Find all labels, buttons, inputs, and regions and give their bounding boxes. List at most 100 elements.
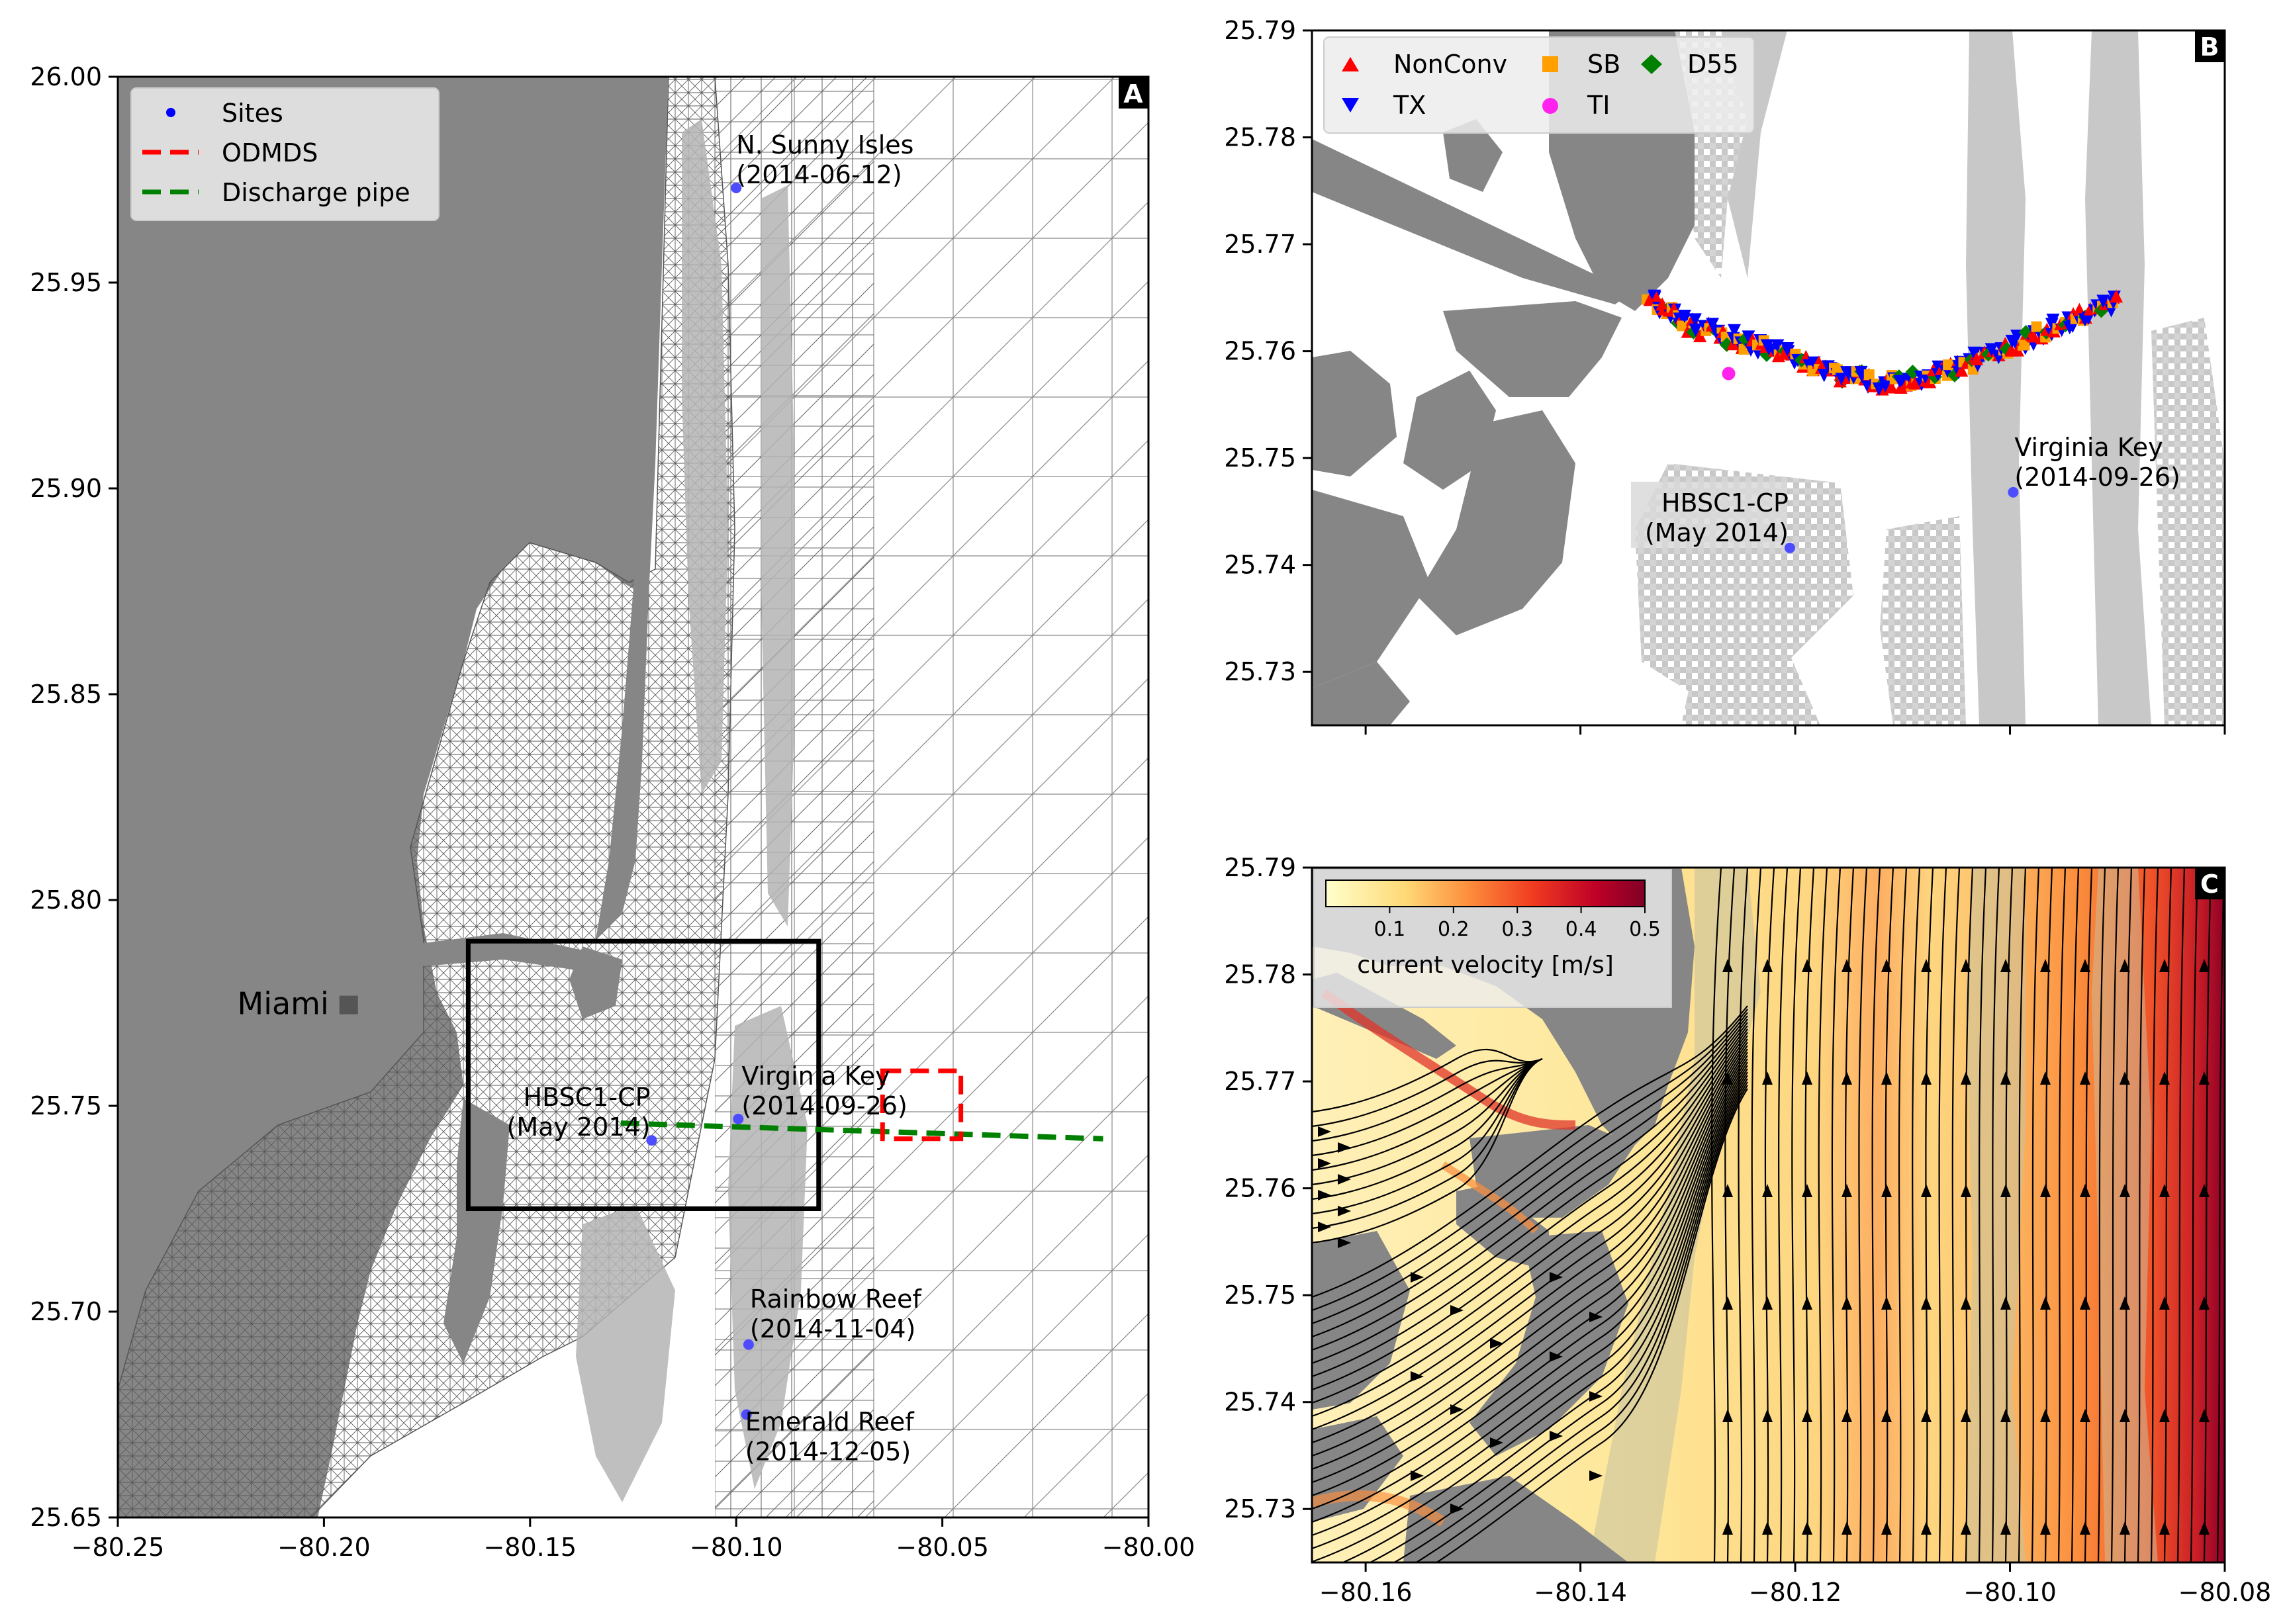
channel-jet-1 [1321,989,1576,1130]
tx-marker [1771,339,1785,353]
streamline-arrow [1411,1272,1424,1283]
streamline-arrow [1802,1184,1812,1197]
site-date-label: (2014-12-05) [745,1437,911,1466]
panel-a-legend: Sites ODMDS Discharge pipe [130,87,440,221]
streamline-arrow [1921,1296,1932,1310]
x-tick-label: −80.05 [896,1533,989,1562]
streamline [2216,868,2225,1562]
streamline-arrow [2080,1521,2090,1535]
streamline-arrow [1961,1409,1971,1422]
tx-marker [1967,346,1981,360]
site-marker [1784,542,1795,553]
site-marker [743,1339,754,1350]
land-b2 [1312,139,1628,304]
streamline [1312,1071,1748,1562]
colorbar-tick-label: 0.5 [1629,918,1661,941]
streamline [1312,1015,1748,1338]
streamline [2044,868,2053,1562]
tx-marker [1677,309,1691,323]
y-tick-label: 25.85 [30,680,102,709]
shoal-b3 [1966,30,2026,725]
odmds-box [880,1068,964,1142]
site-name-label: Rainbow Reef [750,1285,922,1314]
y-tick-label: 25.75 [30,1091,102,1120]
tx-marker [1689,323,1702,337]
panel-b-x-ticks [1364,725,2226,735]
legend-sites-label: Sites [222,99,283,128]
streamline [1312,1038,1748,1431]
panel-b: B HBSC1-CP(May 2014) Virginia Key(2014-09… [1224,16,2226,735]
site-name-label: Virginia Key [2014,433,2163,462]
y-tick-label: 25.76 [1224,337,1296,366]
shoal-a2 [761,185,794,926]
streamline-arrow [2120,1409,2130,1422]
streamline-arrow [1842,1071,1852,1085]
streamline-arrow [2000,1184,2011,1197]
panel-a-label-box [1119,77,1148,109]
streamline-arrow [1842,1296,1852,1310]
streamline [2018,868,2027,1562]
nonconv-marker [1955,363,1969,377]
panel-a-x-ticks: −80.25 −80.20 −80.15 −80.10 −80.05 −80.00 [71,1517,1195,1562]
site-marker [733,1113,744,1124]
streamline [1312,1048,1543,1113]
sb-marker [2031,321,2042,332]
site-marker [731,182,742,193]
legend-tx-marker [1342,98,1359,113]
tx-marker [1984,343,1998,357]
site-date-label: (2014-09-26) [741,1091,908,1120]
streamline-arrow [2159,1521,2170,1535]
streamline-arrow [2040,1184,2051,1197]
streamline [1312,1052,1748,1484]
streamline-arrow [2120,1521,2130,1535]
colorbar: 0.1 0.2 0.3 0.4 0.5 current velocity [m/s] [1313,869,1672,1008]
x-tick-label: −80.16 [1319,1578,1413,1607]
streamline [1951,868,1961,1562]
land-b9 [1312,490,1430,688]
streamline [1312,1058,1543,1215]
tx-marker [1893,375,1907,388]
colorbar-gradient [1325,880,1646,907]
streamline [1312,1058,1543,1200]
tx-marker [1727,324,1741,338]
streamline [1312,1058,1543,1244]
sb-marker [1863,369,1875,381]
y-tick-label: 25.77 [1224,230,1296,259]
tx-marker [2096,294,2110,308]
streamline-arrow [2040,959,2051,972]
y-tick-label: 25.78 [1224,123,1296,152]
streamline [1925,868,1934,1562]
streamline-arrow [2199,1071,2210,1085]
nonconv-marker [1908,376,1922,390]
panel-b-y-ticks: 25.73 25.74 25.75 25.76 25.77 25.78 25.79 [1224,16,1312,686]
y-tick-label: 25.70 [30,1297,102,1326]
streamline [2176,868,2186,1562]
x-tick-label: −80.08 [2178,1578,2272,1607]
streamline-arrow [2080,1296,2090,1310]
streamline [2137,868,2146,1562]
streamline [1751,868,1762,1562]
streamline [1415,1085,1748,1562]
y-tick-label: 25.80 [30,885,102,915]
streamline-arrow [1921,1071,1932,1085]
streamline [1312,1028,1748,1391]
colorbar-tick-label: 0.1 [1374,918,1406,941]
site-name-label: HBSC1-CP [1661,488,1789,518]
streamline-arrow [1589,1312,1603,1322]
streamline-arrow [1318,1126,1331,1137]
land-c8 [1403,1476,1628,1562]
streamline [1978,868,1987,1562]
streamline-arrow [1881,959,1892,972]
x-tick-label: −80.10 [1963,1578,2057,1607]
sb-marker [1677,320,1688,332]
legend-tx-label: TX [1393,91,1426,120]
streamline [1965,868,1974,1562]
nonconv-marker [1969,351,1983,365]
virginia-key-land [443,1099,510,1363]
streamline [1312,1045,1748,1457]
streamline [1724,868,1736,1562]
nonconv-marker [2027,329,2041,343]
y-tick-label: 25.73 [1224,1494,1296,1523]
streamline [1312,1018,1748,1351]
streamline-arrow [1961,1296,1971,1310]
